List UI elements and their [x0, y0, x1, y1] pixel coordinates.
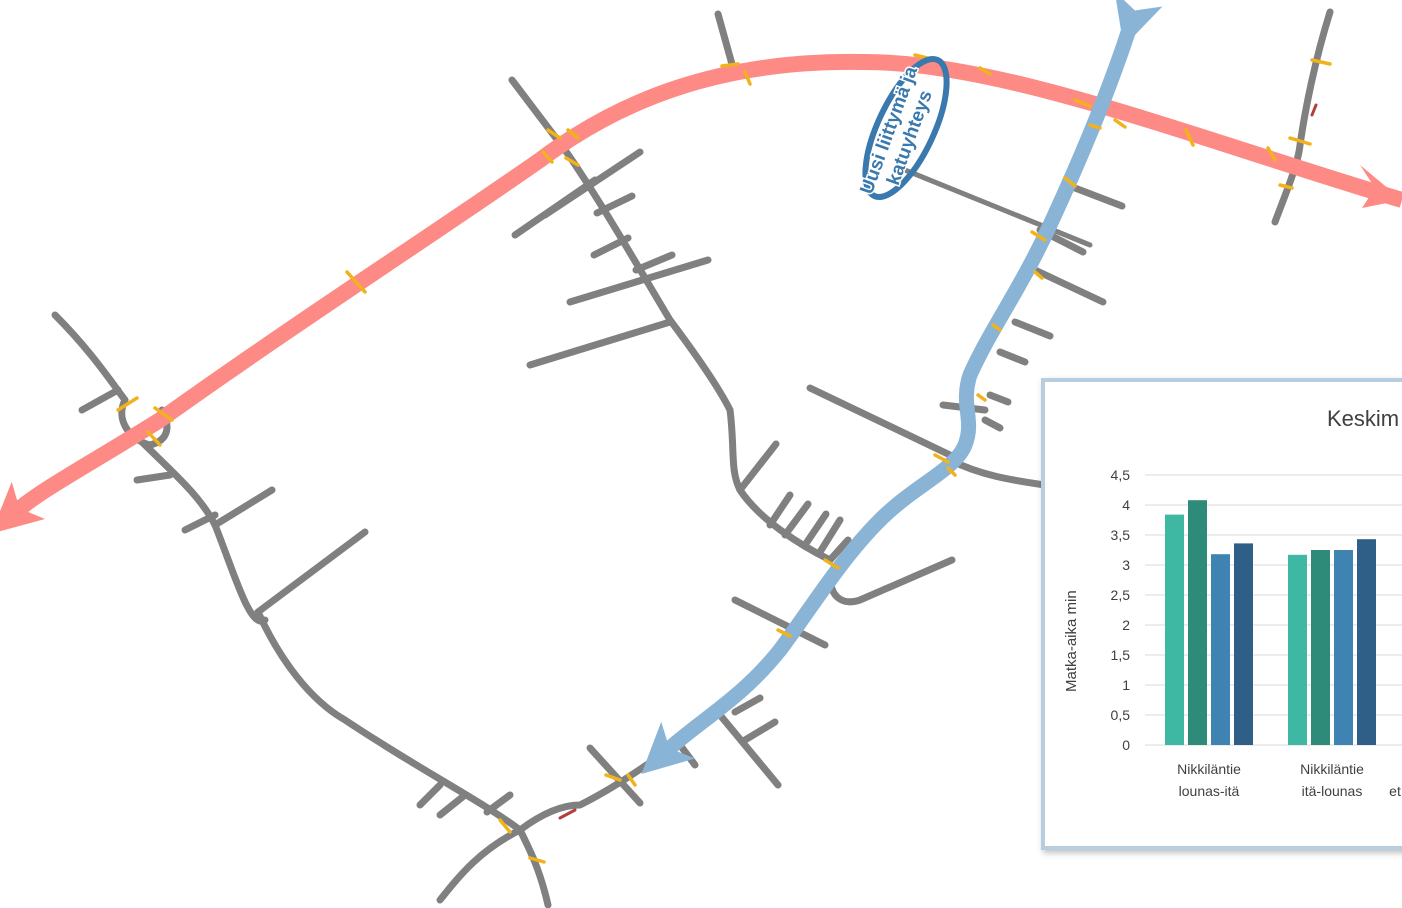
y-tick-label: 0 — [1122, 737, 1130, 753]
chart-bar — [1234, 543, 1253, 745]
chart-bar — [1165, 514, 1184, 745]
bar-chart: 0 0,5 1 1,5 2 2,5 3 3,5 4 4,5 Nikkiläntie lounas-it… — [1111, 467, 1402, 799]
x-category-label: et — [1389, 783, 1401, 799]
chart-bar — [1357, 539, 1376, 745]
annotation-label: Uusi liittymä ja katuyhteys — [855, 62, 938, 199]
x-category-label: lounas-itä — [1179, 783, 1240, 799]
chart-bar — [1211, 554, 1230, 745]
y-tick-label: 4,5 — [1111, 467, 1131, 483]
chart-title: Keskim — [1327, 406, 1400, 431]
y-tick-label: 3,5 — [1111, 527, 1131, 543]
route-blue-arrow — [641, 0, 1163, 774]
chart-bar — [1188, 500, 1207, 745]
x-category-label: Nikkiläntie — [1177, 761, 1241, 777]
x-category-label: Nikkiläntie — [1300, 761, 1364, 777]
route-red-arrowhead-east — [1360, 165, 1402, 208]
y-tick-label: 3 — [1122, 557, 1130, 573]
chart-bar — [1334, 550, 1353, 745]
y-tick-label: 1 — [1122, 677, 1130, 693]
red-segments — [558, 103, 1318, 820]
chart-bar — [1311, 550, 1330, 745]
chart-bar — [1288, 554, 1307, 745]
x-category-label: itä-lounas — [1302, 783, 1363, 799]
y-tick-label: 2,5 — [1111, 587, 1131, 603]
new-junction-ellipse — [862, 56, 950, 200]
y-tick-label: 1,5 — [1111, 647, 1131, 663]
y-tick-label: 2 — [1122, 617, 1130, 633]
y-tick-label: 4 — [1122, 497, 1130, 513]
y-tick-label: 0,5 — [1111, 707, 1131, 723]
travel-time-chart-panel: Keskim Matka-aika min 0 0,5 1 1,5 2 2,5 3 3,5 4 4… — [1041, 378, 1402, 850]
traffic-signal-markers — [116, 53, 1332, 864]
